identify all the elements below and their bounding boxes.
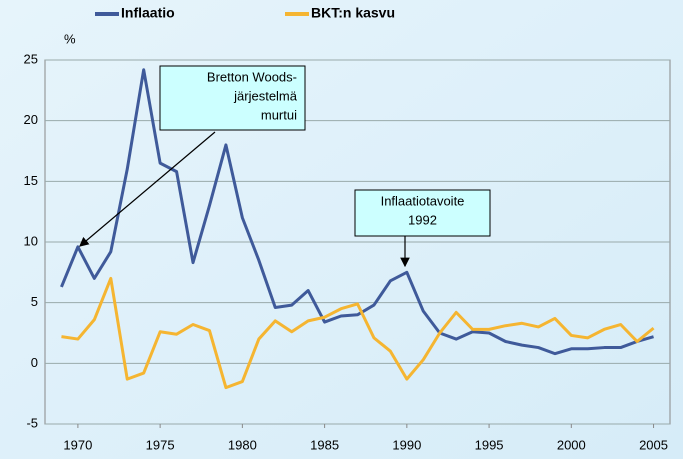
x-tick-label: 1995: [475, 437, 504, 452]
annotation-box: [354, 189, 491, 237]
legend-label: BKT:n kasvu: [311, 5, 395, 21]
y-tick-label: 15: [24, 173, 38, 188]
annotation-text: järjestelmä: [233, 88, 298, 103]
y-tick-label: -5: [26, 415, 38, 430]
annotation-text: 1992: [408, 212, 437, 227]
y-unit: %: [64, 31, 76, 46]
y-tick-label: 10: [24, 233, 38, 248]
y-tick-label: 20: [24, 112, 38, 127]
x-tick-label: 2005: [639, 437, 668, 452]
annotation-box: [159, 65, 306, 131]
x-tick-label: 1970: [63, 437, 92, 452]
annotation-text: Bretton Woods-: [207, 69, 297, 84]
legend-label: Inflaatio: [121, 5, 175, 21]
x-tick-label: 1975: [146, 437, 175, 452]
y-tick-label: 25: [24, 51, 38, 66]
annotation-text: Inflaatiotavoite: [381, 193, 465, 208]
y-tick-label: 5: [31, 294, 38, 309]
x-tick-label: 1985: [310, 437, 339, 452]
x-tick-label: 1980: [228, 437, 257, 452]
series-line: [60, 68, 654, 356]
series-line: [61, 276, 655, 390]
x-tick-label: 1990: [392, 437, 421, 452]
annotation-text: murtui: [261, 107, 297, 122]
x-tick-label: 2000: [557, 437, 586, 452]
y-tick-label: 0: [31, 355, 38, 370]
annotation-arrow: [79, 131, 216, 247]
